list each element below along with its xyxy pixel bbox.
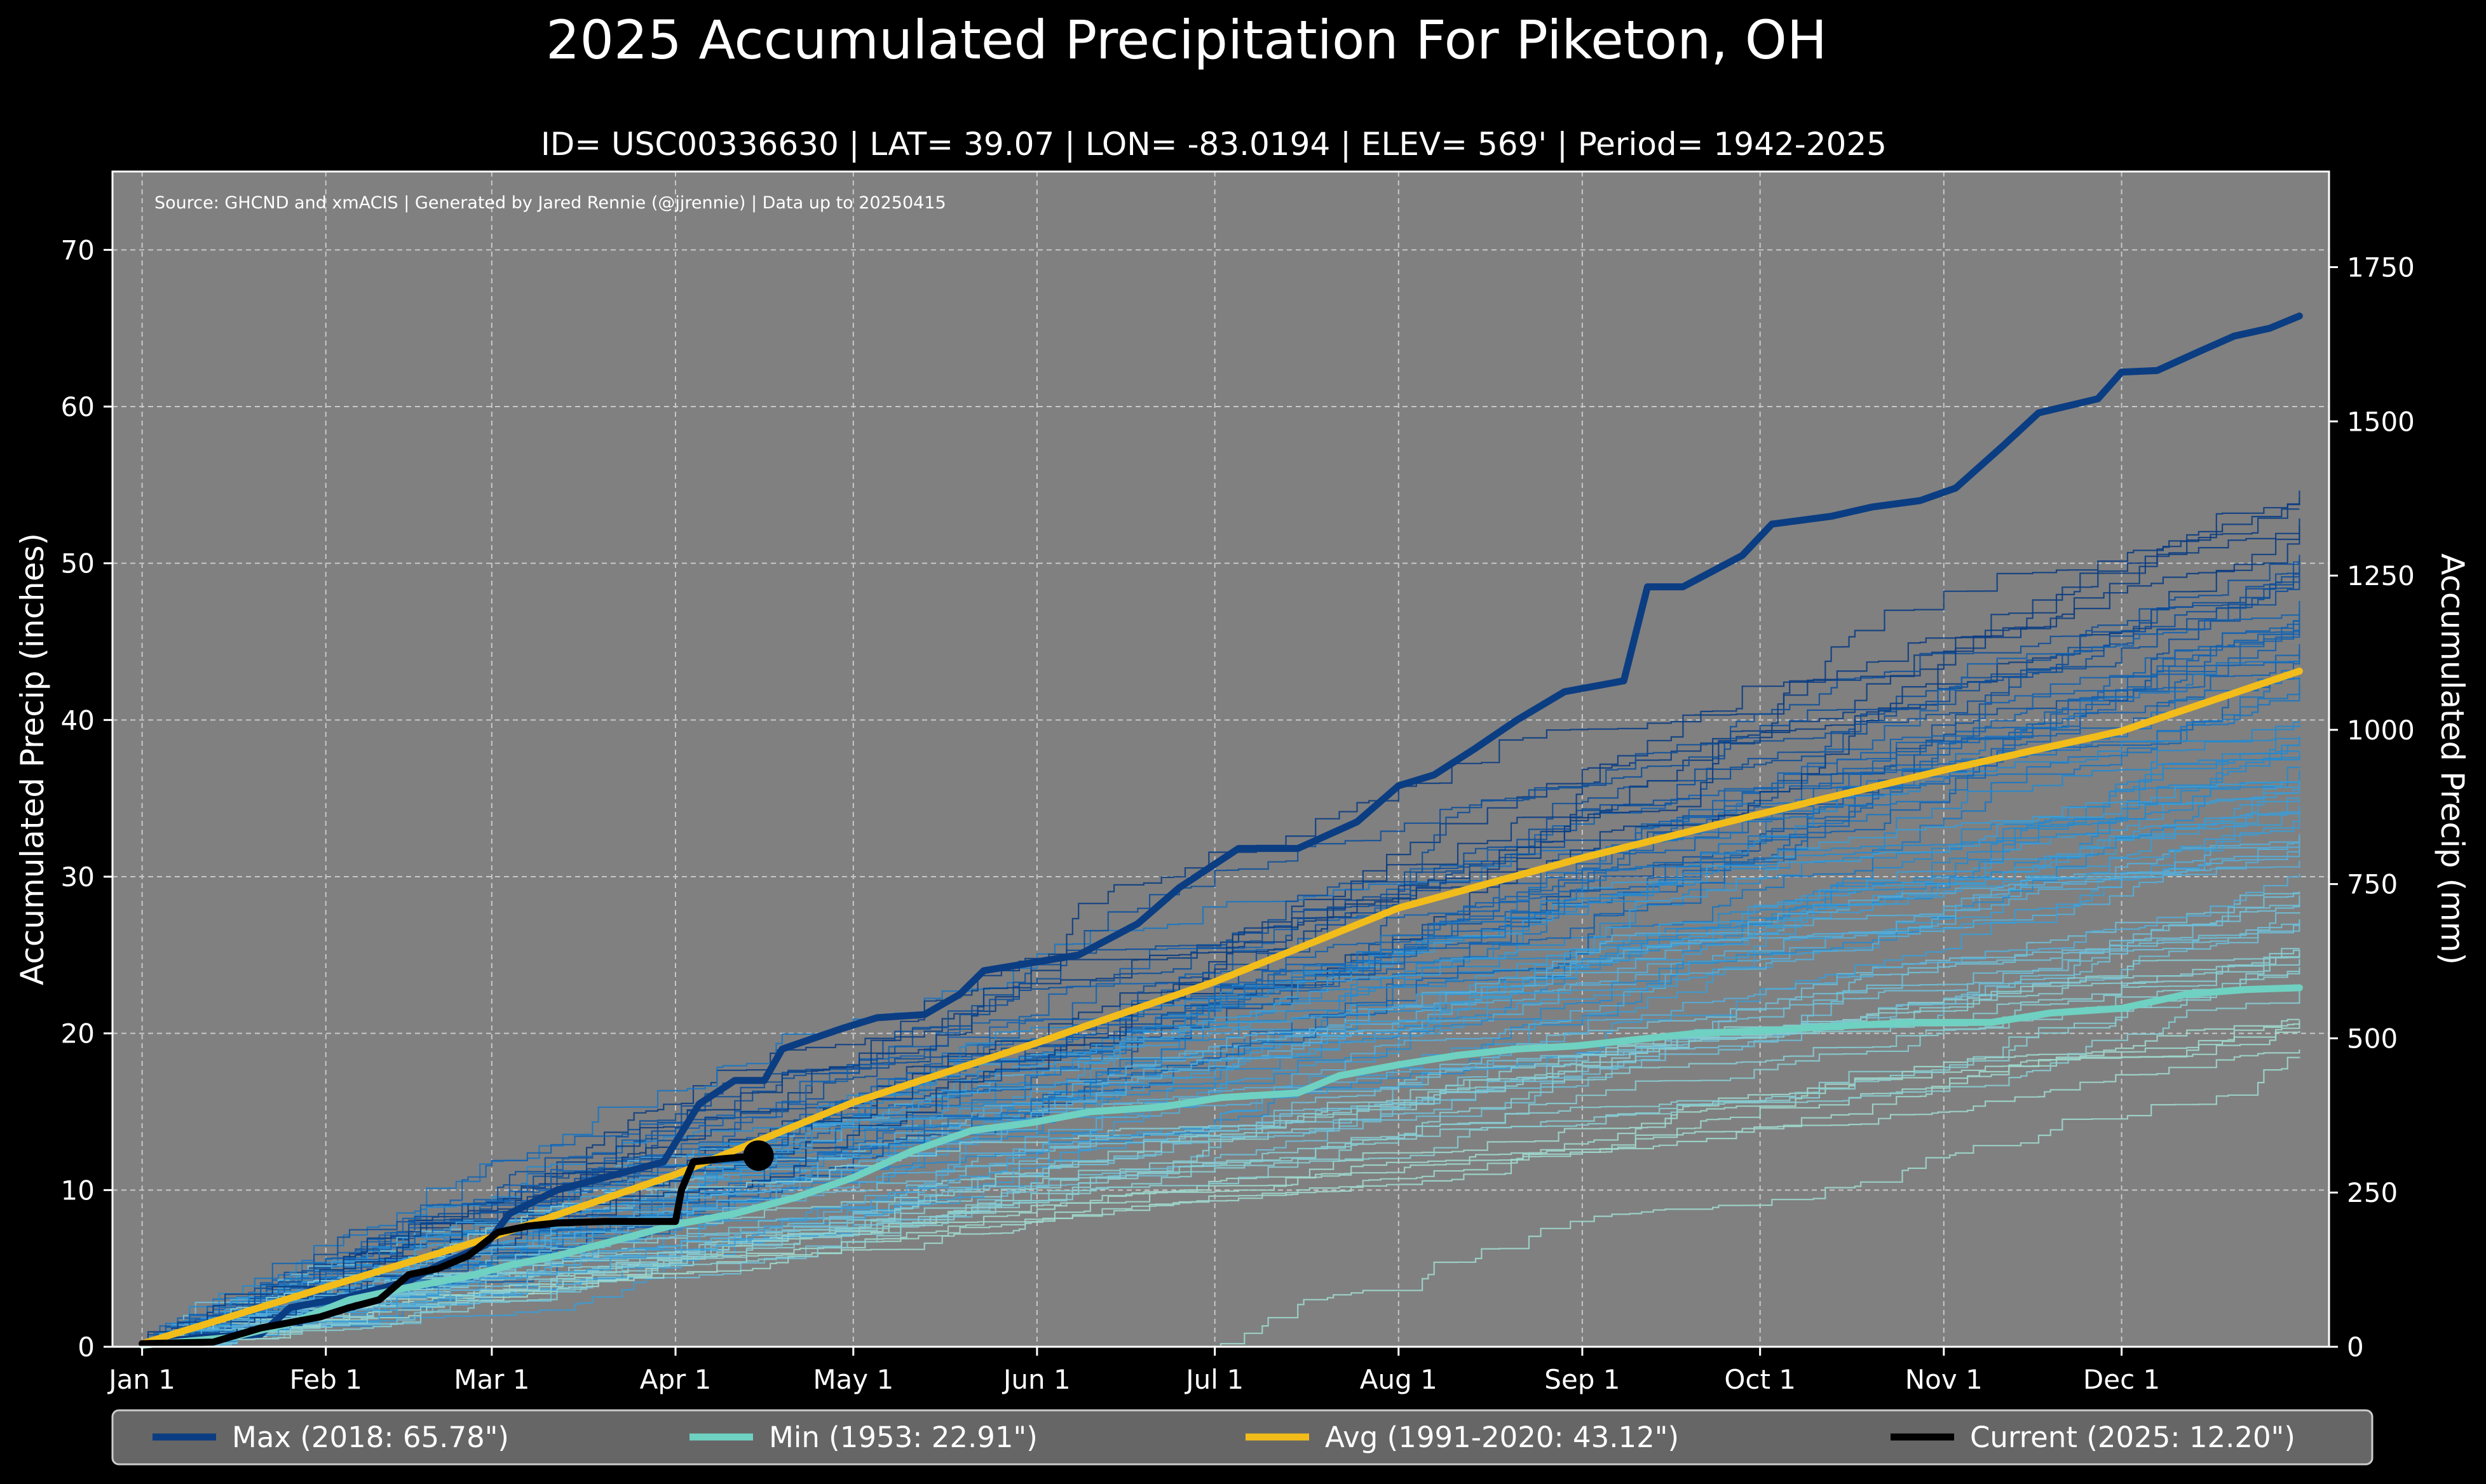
x-tick-label: Jul 1 [1184,1364,1244,1395]
y2-tick-label: 1750 [2347,252,2415,283]
y-tick-label: 70 [61,234,95,266]
year-line [142,736,2300,1348]
year-line [142,600,2300,1348]
year-line [142,842,2300,1348]
chart-subtitle: ID= USC00336630 | LAT= 39.07 | LON= -83.… [541,126,1887,163]
series-line-min [139,984,2303,1349]
plot-area [112,172,2329,1347]
legend-label: Avg (1991-2020: 43.12") [1325,1420,1679,1454]
year-line [142,490,2300,1348]
legend-label: Current (2025: 12.20") [1970,1420,2295,1454]
y2-tick-label: 1500 [2347,406,2415,437]
y2-tick-label: 250 [2347,1177,2398,1208]
series-line-current [139,1152,763,1347]
source-note: Source: GHCND and xmACIS | Generated by … [154,193,946,213]
legend: Max (2018: 65.78") Min (1953: 22.91") Avg … [111,1409,2374,1466]
year-line [142,780,2300,1348]
year-line [142,779,2300,1348]
year-line [142,629,2300,1348]
year-line [142,823,2300,1348]
current-end-marker [743,1140,774,1171]
x-tick-label: Aug 1 [1360,1364,1437,1395]
legend-box [111,1409,2374,1466]
x-tick-label: Feb 1 [290,1364,362,1395]
x-tick-label: May 1 [813,1364,893,1395]
series-line-max [139,312,2303,1347]
highlight-series [139,312,2303,1349]
y-tick-label: 20 [61,1018,95,1049]
legend-label: Min (1953: 22.91") [769,1420,1038,1454]
year-line [142,874,2300,1348]
y2-tick-label: 500 [2347,1023,2398,1054]
year-line [142,677,2300,1348]
x-tick-label: Dec 1 [2083,1364,2160,1395]
x-tick-label: Nov 1 [1905,1364,1983,1395]
year-line [142,1049,2300,1348]
y-tick-label: 0 [78,1332,95,1363]
year-line [142,1031,2300,1348]
y-tick-label: 40 [61,705,95,736]
y2-tick-label: 1000 [2347,715,2415,746]
year-line [142,984,2300,1348]
y-axis-title-right: Accumulated Precip (mm) [2434,553,2471,965]
year-line [142,572,2300,1348]
year-line [1214,1056,2300,1348]
x-tick-label: Jan 1 [107,1364,175,1395]
year-line [142,805,2300,1348]
plot-frame [111,170,2330,1348]
x-tick-label: Mar 1 [454,1364,529,1395]
year-line [142,953,2300,1348]
y2-tick-label: 1250 [2347,560,2415,591]
year-line [142,833,2300,1348]
y-tick-label: 60 [61,391,95,422]
legend-label: Max (2018: 65.78") [232,1420,509,1454]
x-tick-label: Apr 1 [640,1364,712,1395]
year-line [142,948,2300,1348]
year-line [142,644,2300,1348]
y2-tick-label: 0 [2347,1332,2364,1363]
x-tick-label: Oct 1 [1724,1364,1796,1395]
x-tick-label: Sep 1 [1544,1364,1620,1395]
y-tick-label: 30 [61,861,95,893]
y-tick-label: 10 [61,1175,95,1206]
y2-tick-label: 750 [2347,869,2398,900]
y-tick-label: 50 [61,548,95,579]
year-line [142,950,2300,1348]
chart-title: 2025 Accumulated Precipitation For Piket… [546,9,1827,71]
year-line [142,755,2300,1348]
year-line [142,814,2300,1348]
x-tick-label: Jun 1 [1002,1364,1071,1395]
y-axis-title-left: Accumulated Precip (inches) [14,533,51,985]
axes: Jan 1 Feb 1 Mar 1 Apr 1 May 1 Jun 1 Jul 1 Aug 1… [61,234,2415,1395]
